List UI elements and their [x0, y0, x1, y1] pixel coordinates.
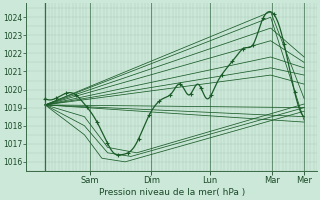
X-axis label: Pression niveau de la mer( hPa ): Pression niveau de la mer( hPa ) [99, 188, 245, 197]
